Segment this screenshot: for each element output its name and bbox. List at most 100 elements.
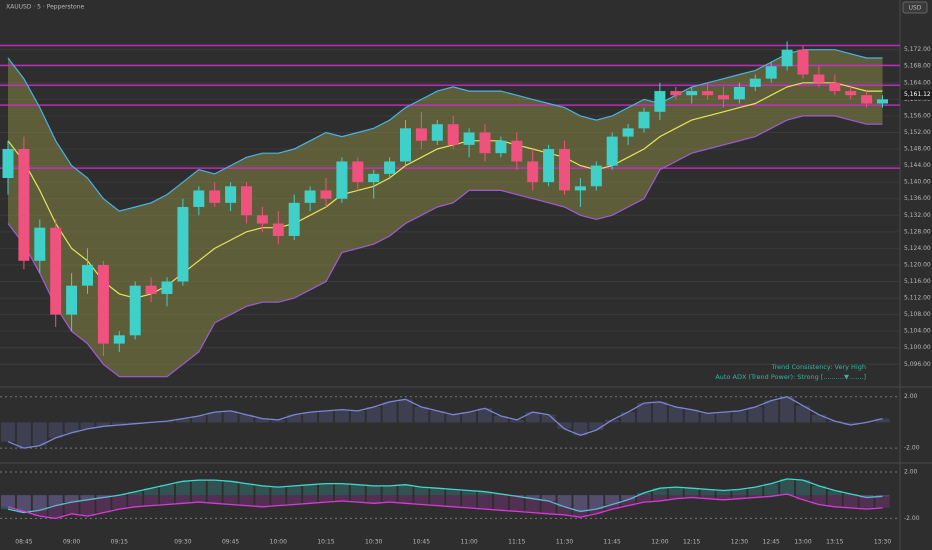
histogram-bar xyxy=(207,412,222,423)
overlay-line xyxy=(7,49,883,212)
histogram-bar xyxy=(175,495,190,504)
histogram-bar xyxy=(398,484,413,496)
histogram-bar xyxy=(207,480,222,496)
candle-body xyxy=(384,161,396,174)
histogram-bar xyxy=(80,495,95,517)
candle-body xyxy=(718,95,729,100)
histogram-bar xyxy=(796,495,810,500)
histogram-bar xyxy=(605,419,620,423)
y-tick-label: 5,120.00 xyxy=(904,261,931,268)
histogram-bar xyxy=(875,418,890,423)
x-tick-label: 09:00 xyxy=(63,539,80,546)
histogram-bar xyxy=(334,409,349,423)
histogram-bar xyxy=(541,414,556,423)
histogram-bar xyxy=(732,410,747,423)
histogram-bar xyxy=(446,489,461,496)
candle-body xyxy=(336,161,348,199)
histogram-bar xyxy=(334,483,349,496)
histogram-bar xyxy=(732,489,747,496)
candle-body xyxy=(877,99,888,104)
x-tick-label: 12:15 xyxy=(683,539,700,546)
histogram-bar xyxy=(478,495,492,510)
histogram-bar xyxy=(398,399,413,423)
y-tick-label: 5,172.00 xyxy=(904,46,931,53)
histogram-bar xyxy=(303,412,318,423)
histogram-bar xyxy=(430,495,445,506)
histogram-bar xyxy=(462,412,477,423)
candle-body xyxy=(765,66,777,79)
histogram-bar xyxy=(191,480,206,496)
histogram-bar xyxy=(700,495,715,499)
x-tick-label: 11:30 xyxy=(556,539,573,546)
histogram-bar xyxy=(732,495,747,499)
y-tick-label: 5,128.00 xyxy=(904,228,931,235)
histogram-bar xyxy=(621,412,636,423)
candle-body xyxy=(686,91,698,96)
histogram-bar xyxy=(303,484,318,496)
symbol-title: XAUUSD · 5 · Pepperstone xyxy=(6,4,85,11)
histogram-bar xyxy=(493,495,508,511)
histogram-bar xyxy=(430,488,445,496)
histogram-bar xyxy=(239,495,254,506)
histogram-bar xyxy=(239,414,254,423)
candle-body xyxy=(606,136,618,166)
candle-body xyxy=(654,91,666,112)
histogram-bar xyxy=(700,489,715,496)
candle-body xyxy=(288,202,300,236)
x-tick-label: 10:15 xyxy=(317,539,334,546)
histogram-bar xyxy=(509,419,524,423)
candle-body xyxy=(670,91,682,96)
histogram-bar xyxy=(334,495,349,501)
histogram-bar xyxy=(366,407,381,423)
histogram-bar xyxy=(1,495,15,507)
candle-body xyxy=(272,223,284,236)
histogram-bar xyxy=(748,495,763,498)
histogram-bar xyxy=(1,422,15,442)
histogram-bar xyxy=(843,422,858,425)
candle-body xyxy=(574,186,586,191)
histogram-bar xyxy=(716,490,731,496)
histogram-bar xyxy=(1,495,15,510)
candle-body xyxy=(145,285,157,294)
histogram-bar xyxy=(637,403,651,423)
y-tick-label: 5,112.00 xyxy=(904,295,931,302)
histogram-bar xyxy=(430,410,445,423)
x-tick-label: 12:30 xyxy=(731,539,748,546)
histogram-bar xyxy=(255,495,270,507)
candle-body xyxy=(479,132,491,154)
histogram-bar xyxy=(414,487,429,496)
histogram-bar xyxy=(557,422,572,429)
histogram-bar xyxy=(128,491,143,496)
histogram-bar xyxy=(32,495,47,511)
histogram-bar xyxy=(764,400,779,423)
histogram-bar xyxy=(80,422,95,429)
candle-body xyxy=(559,149,570,191)
histogram-bar xyxy=(700,413,715,423)
histogram-bar xyxy=(748,407,763,423)
y-tick-label: 5,136.00 xyxy=(904,195,931,202)
histogram-bar xyxy=(112,422,127,425)
x-tick-label: 10:00 xyxy=(270,539,287,546)
x-tick-label: 11:45 xyxy=(604,539,621,546)
candle-body xyxy=(352,161,364,183)
histogram-bar xyxy=(589,495,604,510)
y-tick-label: 5,116.00 xyxy=(904,278,931,285)
y-tick-label: 5,148.00 xyxy=(904,146,931,153)
candle-body xyxy=(177,206,189,282)
histogram-bar xyxy=(191,495,206,503)
currency[interactable]: USD xyxy=(909,5,922,12)
histogram-bar xyxy=(271,487,286,496)
histogram-bar xyxy=(144,495,159,506)
candle-body xyxy=(82,264,93,286)
candle-body xyxy=(18,149,30,261)
candle-body xyxy=(415,128,427,141)
histogram-bar xyxy=(668,487,683,496)
oscillator-line xyxy=(7,478,883,514)
currency-badge[interactable] xyxy=(902,1,928,14)
candle-body xyxy=(113,335,125,344)
band-fill xyxy=(8,49,883,377)
histogram-bar xyxy=(207,495,222,504)
candle-body xyxy=(161,281,173,294)
histogram-bar xyxy=(541,495,556,514)
